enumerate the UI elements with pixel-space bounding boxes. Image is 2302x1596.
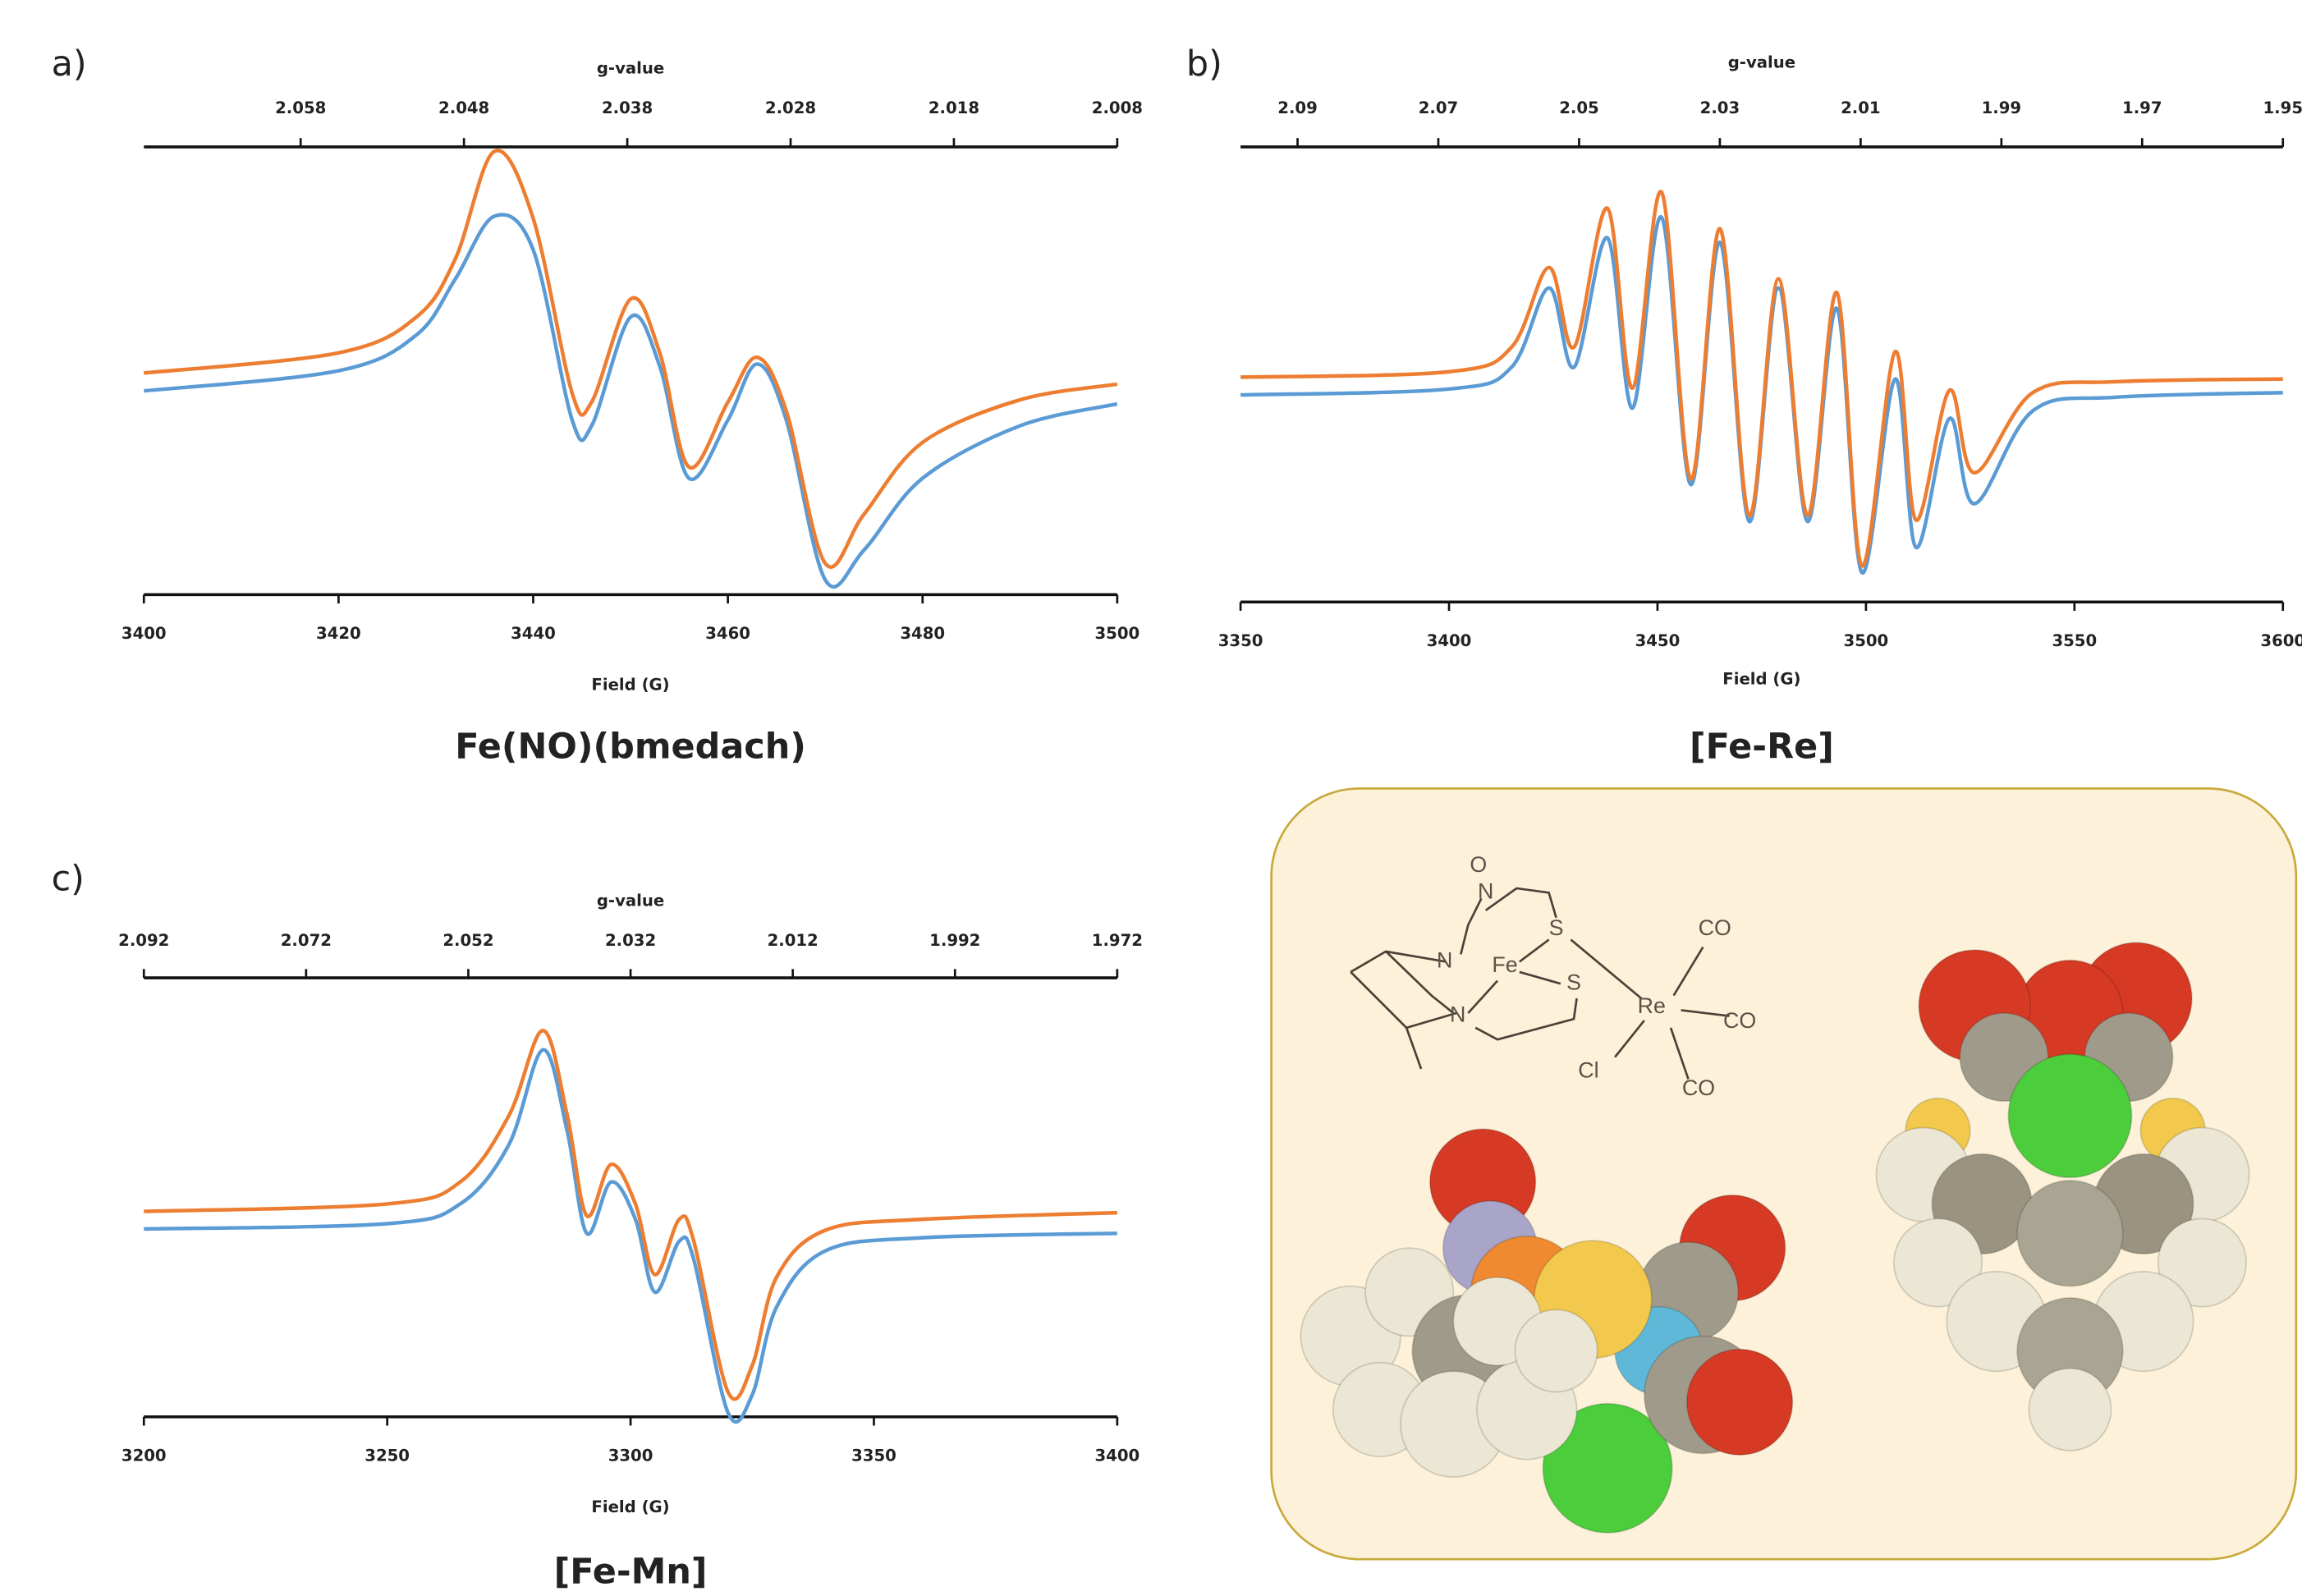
x-tick-label: 3550 <box>2052 631 2097 650</box>
x-tick-label: 3600 <box>2260 631 2302 650</box>
chart-title: [Fe-Re] <box>1690 727 1834 768</box>
atom-label: N <box>1437 947 1452 972</box>
x-tick-label: 3250 <box>365 1447 410 1465</box>
atom-label: Fe <box>1492 952 1517 977</box>
chart-title: [Fe-Mn] <box>554 1552 708 1593</box>
x-tick-label: 3420 <box>316 624 361 643</box>
x2-tick-label: 1.97 <box>2122 99 2162 117</box>
spectrum-line <box>144 1030 1117 1399</box>
x2-tick-label: 2.03 <box>1700 99 1740 117</box>
x2-tick-label: 2.05 <box>1559 99 1599 117</box>
atom-label: N <box>1478 878 1493 903</box>
atom-label: Re <box>1638 993 1666 1018</box>
x2-tick-label: 2.01 <box>1841 99 1881 117</box>
x2-axis-label: g-value <box>597 892 664 910</box>
atom-label: Cl <box>1578 1058 1598 1083</box>
x2-tick-label: 1.99 <box>1982 99 2022 117</box>
x2-axis-label: g-value <box>597 59 664 78</box>
panel-label: c) <box>52 859 85 900</box>
x2-tick-label: 2.032 <box>605 931 656 950</box>
x-tick-label: 3200 <box>122 1447 167 1465</box>
atom-label: CO <box>1699 915 1731 940</box>
atom <box>2008 1054 2131 1177</box>
x-tick-label: 3440 <box>511 624 556 643</box>
atom <box>2029 1369 2111 1451</box>
atom <box>2017 1181 2123 1286</box>
atom-label: CO <box>1723 1008 1756 1033</box>
x2-tick-label: 2.038 <box>602 99 653 117</box>
x2-tick-label: 2.09 <box>1277 99 1318 117</box>
x-tick-label: 3350 <box>851 1447 896 1465</box>
spectrum-line <box>144 150 1117 566</box>
spectrum-line <box>1240 191 2283 566</box>
x-axis-label: Field (G) <box>591 1497 669 1516</box>
panel-label: b) <box>1186 44 1222 85</box>
x-tick-label: 3500 <box>1844 631 1889 650</box>
x-tick-label: 3400 <box>122 624 167 643</box>
x2-tick-label: 2.048 <box>438 99 489 117</box>
x2-axis-label: g-value <box>1728 53 1795 71</box>
x2-tick-label: 2.058 <box>275 99 326 117</box>
x2-tick-label: 2.018 <box>929 99 979 117</box>
x-tick-label: 3460 <box>705 624 750 643</box>
atom-label: N <box>1450 1002 1465 1027</box>
atom-label: CO <box>1682 1075 1715 1100</box>
figure: ONSNFeSReCOCOCOClN a)Fe(NO)(bmedach)Fiel… <box>0 0 2302 1596</box>
x2-tick-label: 2.092 <box>118 931 169 950</box>
x2-tick-label: 2.008 <box>1092 99 1143 117</box>
x-tick-label: 3500 <box>1095 624 1140 643</box>
x2-tick-label: 2.052 <box>443 931 493 950</box>
x-tick-label: 3350 <box>1218 631 1263 650</box>
x2-tick-label: 2.072 <box>281 931 332 950</box>
x-tick-label: 3450 <box>1635 631 1681 650</box>
atom <box>1687 1349 1793 1455</box>
panel-label: a) <box>52 44 87 85</box>
atom <box>1515 1309 1597 1392</box>
atom-label: O <box>1470 852 1487 877</box>
x-tick-label: 3480 <box>900 624 945 643</box>
spectrum-line <box>144 214 1117 586</box>
x2-tick-label: 2.07 <box>1419 99 1459 117</box>
x2-tick-label: 1.992 <box>929 931 980 950</box>
x2-tick-label: 1.95 <box>2263 99 2302 117</box>
spectrum-line <box>1240 217 2283 573</box>
x-tick-label: 3300 <box>608 1447 653 1465</box>
x-tick-label: 3400 <box>1427 631 1472 650</box>
spectrum-line <box>144 1050 1117 1422</box>
x-axis-label: Field (G) <box>591 676 669 695</box>
x-tick-label: 3400 <box>1095 1447 1140 1465</box>
chart-title: Fe(NO)(bmedach) <box>455 727 806 768</box>
atom-label: S <box>1566 970 1581 994</box>
atom-label: S <box>1549 915 1564 940</box>
x2-tick-label: 2.012 <box>768 931 819 950</box>
x2-tick-label: 1.972 <box>1092 931 1143 950</box>
x-axis-label: Field (G) <box>1722 670 1800 689</box>
x2-tick-label: 2.028 <box>765 99 816 117</box>
